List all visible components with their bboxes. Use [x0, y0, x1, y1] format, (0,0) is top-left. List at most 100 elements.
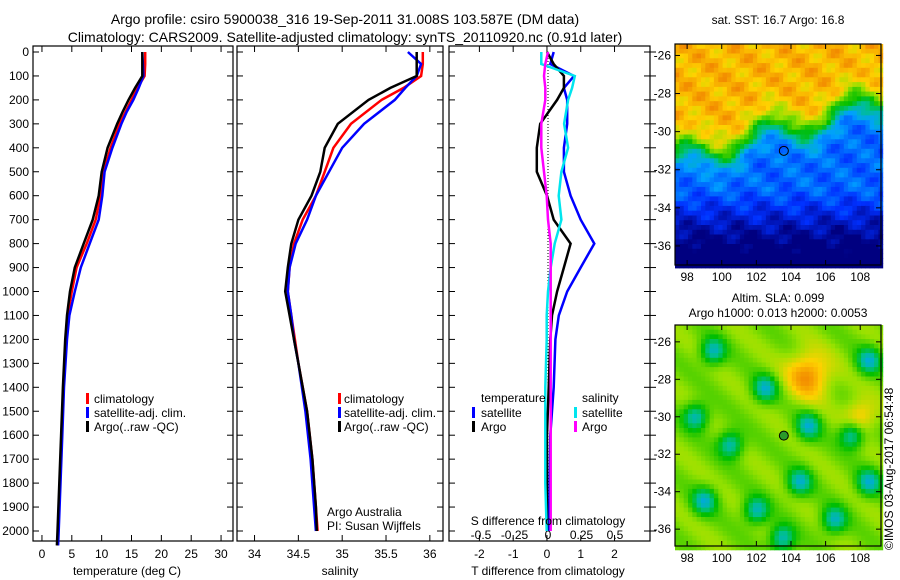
map-cell — [809, 353, 814, 359]
map-cell — [822, 545, 827, 551]
map-cell — [800, 129, 806, 135]
map-cell — [765, 248, 771, 255]
map-cell — [701, 229, 706, 236]
map-cell — [835, 234, 840, 240]
map-cell — [709, 53, 715, 59]
map-cell — [869, 488, 875, 495]
map-cell — [765, 376, 771, 382]
map-cell — [718, 343, 724, 349]
map-cell — [713, 404, 719, 410]
map-cell — [765, 531, 771, 537]
map-cell — [791, 442, 797, 448]
map-cell — [739, 82, 745, 88]
map-cell — [735, 210, 741, 216]
map-cell — [839, 263, 845, 269]
map-cell — [778, 86, 784, 93]
map-cell — [692, 390, 698, 396]
map-cell — [787, 521, 793, 527]
map-cell — [692, 167, 698, 174]
map-cell — [744, 353, 749, 359]
map-cell — [696, 535, 702, 541]
map-cell — [705, 148, 711, 155]
map-cell — [692, 442, 698, 448]
map-cell — [861, 196, 866, 202]
map-cell — [683, 63, 689, 69]
map-cell — [813, 44, 819, 50]
map-cell — [817, 395, 823, 401]
map-cell — [701, 470, 706, 476]
map-cell — [752, 521, 758, 527]
map-cell — [675, 182, 680, 188]
map-cell — [761, 437, 767, 443]
map-cell — [679, 343, 685, 349]
map-cell — [683, 177, 689, 183]
map-cell — [861, 451, 866, 457]
map-cell — [696, 428, 702, 434]
map-cell — [718, 215, 724, 221]
map-cell — [683, 423, 689, 429]
map-cell — [839, 53, 845, 59]
map-cell — [713, 353, 719, 359]
map-cell — [869, 498, 875, 504]
map-cell — [826, 395, 832, 401]
map-cell — [688, 521, 693, 527]
map-cell — [787, 423, 793, 429]
map-cell — [852, 526, 858, 532]
map-cell — [692, 225, 698, 231]
map-cell — [848, 215, 853, 221]
map-cell — [701, 253, 706, 259]
map-cell — [709, 479, 715, 485]
map-cell — [848, 167, 853, 174]
map-cell — [813, 428, 819, 434]
map-cell — [804, 244, 810, 250]
series-line-climatology — [286, 52, 425, 532]
map-cell — [688, 343, 693, 349]
map-cell — [718, 153, 724, 159]
map-cell — [848, 460, 853, 466]
map-cell — [739, 367, 745, 373]
map-cell — [869, 329, 875, 335]
map-cell — [852, 67, 858, 74]
map-cell — [848, 253, 853, 259]
map-cell — [739, 115, 745, 121]
map-cell — [869, 77, 875, 83]
map-cell — [683, 357, 689, 363]
map-cell — [848, 234, 853, 240]
map-cell — [869, 196, 875, 202]
map-cell — [796, 134, 801, 140]
map-cell — [817, 521, 823, 527]
panel-frame — [32, 45, 234, 542]
map-cell — [679, 91, 685, 97]
map-cell — [778, 72, 784, 78]
map-cell — [830, 215, 836, 221]
map-cell — [783, 409, 788, 415]
map-cell — [778, 460, 784, 466]
map-cell — [770, 63, 775, 69]
map-cell — [735, 381, 741, 387]
map-cell — [835, 526, 840, 532]
map-cell — [778, 148, 784, 155]
map-cell — [709, 357, 715, 363]
map-cell — [852, 404, 858, 410]
map-cell — [843, 418, 849, 424]
map-cell — [865, 357, 871, 363]
map-cell — [744, 163, 749, 169]
map-cell — [701, 404, 706, 410]
map-cell — [869, 86, 875, 93]
map-cell — [688, 53, 693, 59]
map-cell — [783, 44, 788, 50]
map-cell — [822, 201, 827, 207]
map-cell — [696, 484, 702, 490]
map-cell — [778, 58, 784, 64]
map-cell — [739, 474, 745, 480]
map-cell — [722, 229, 728, 236]
map-cell — [813, 390, 819, 396]
map-cell — [752, 239, 758, 245]
map-cell — [688, 451, 693, 457]
map-cell — [679, 334, 685, 340]
map-cell — [783, 362, 788, 368]
map-cell — [713, 220, 719, 226]
map-cell — [701, 418, 706, 424]
map-cell — [713, 376, 719, 382]
map-cell — [878, 545, 884, 551]
